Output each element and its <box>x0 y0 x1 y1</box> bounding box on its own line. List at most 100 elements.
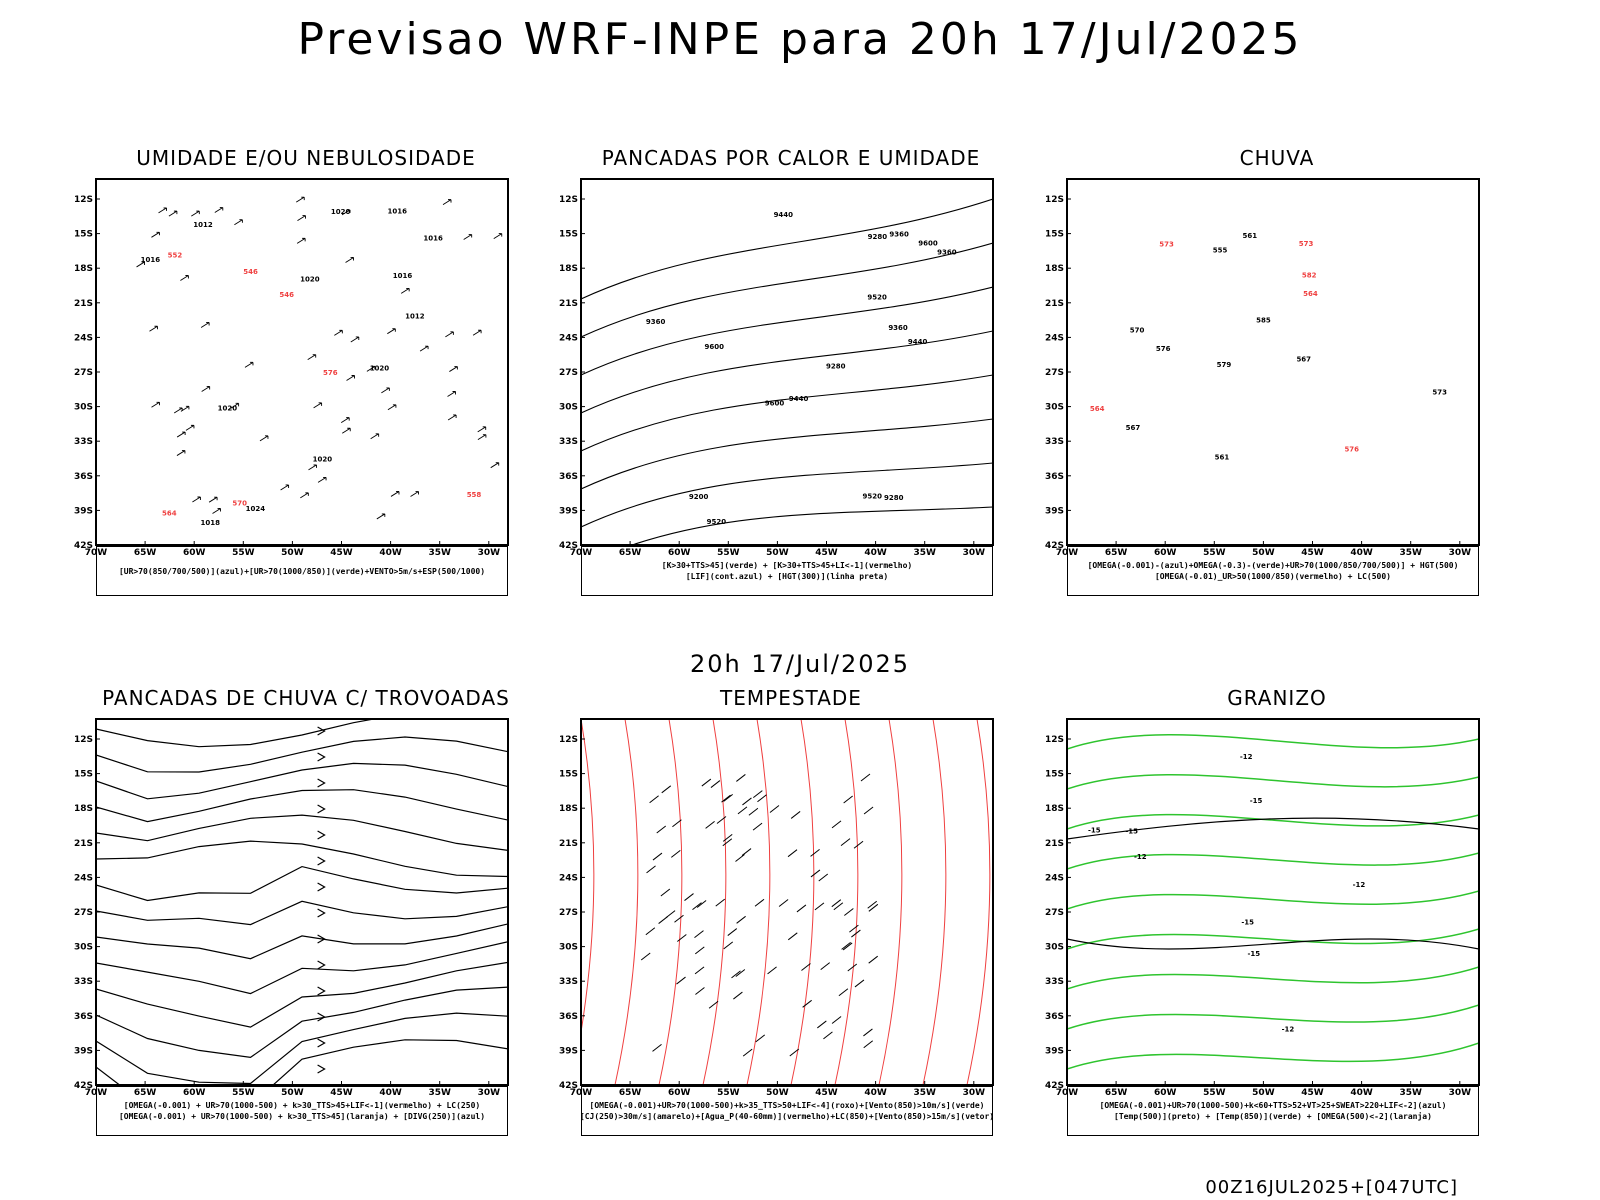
lat-tick-label: 36S <box>74 1012 93 1022</box>
lon-tick-label: 60W <box>668 1088 691 1098</box>
map-panel-5: TEMPESTADE 12S 15S 18S 21S 24S 27S 30S 33S 36S 39S… <box>551 686 1031 1156</box>
legend-line: [OMEGA(-0.001)+UR>70(1000-500)+k<60+TTS>… <box>1099 1101 1447 1110</box>
lon-tick-label: 50W <box>281 548 304 558</box>
contour-label: 9360 <box>937 249 957 257</box>
lat-tick-label: 21S <box>1045 839 1064 849</box>
lat-tick-label: 21S <box>1045 299 1064 309</box>
contour-label: 573 <box>1159 240 1174 248</box>
lat-tick-label: 42S <box>74 541 93 551</box>
lon-tick-label: 40W <box>379 548 402 558</box>
contour-label: 570 <box>232 500 247 508</box>
weather-map: -12 -15 -12 -15 -12 -15 -15 -12 -15 12S 15S 18S 21S 2… <box>1045 718 1480 1098</box>
contour-label: 552 <box>168 252 183 260</box>
lon-tick-label: 60W <box>668 548 691 558</box>
legend-line: [UR>70(850/700/500)](azul)+[UR>70(1000/8… <box>118 566 486 576</box>
contour-label: -12 <box>1353 881 1366 889</box>
lon-tick-label: 60W <box>1154 548 1177 558</box>
lat-tick-label: 15S <box>1045 770 1064 780</box>
lon-tick-label: 55W <box>1203 1088 1226 1098</box>
panel-legend: [OMEGA(-0.001)+UR>70(1000-500)+k>35_TTS>… <box>580 1086 994 1136</box>
legend-line: [K>30+TTS>45](verde) + [K>30+TTS>45+LI<-… <box>661 561 913 570</box>
main-title: Previsao WRF-INPE para 20h 17/Jul/2025 <box>297 14 1303 65</box>
lat-tick-label: 36S <box>559 1012 578 1022</box>
lat-tick-label: 18S <box>559 804 578 814</box>
lon-tick-label: 60W <box>1154 1088 1177 1098</box>
contour-label: 561 <box>1215 454 1230 462</box>
lon-tick-label: 35W <box>913 548 936 558</box>
lat-tick-label: 18S <box>74 804 93 814</box>
lon-tick-label: 45W <box>1301 1088 1324 1098</box>
contour-label: 1012 <box>193 221 213 229</box>
lon-tick-label: 45W <box>815 548 838 558</box>
contour-label: 564 <box>162 510 177 518</box>
panel-legend: [UR>70(850/700/500)](azul)+[UR>70(1000/8… <box>96 546 508 596</box>
contour-label: 1020 <box>300 275 320 283</box>
panel-legend: [OMEGA(-0.001)-(azul)+OMEGA(-0.3)-(verde… <box>1067 546 1479 596</box>
contour-label: 564 <box>1303 290 1318 298</box>
lat-tick-label: 21S <box>559 839 578 849</box>
lat-tick-label: 30S <box>74 403 93 413</box>
lat-tick-label: 12S <box>1045 195 1064 205</box>
lat-tick-label: 24S <box>74 333 93 343</box>
weather-map: 1016 1018 1020 1024 1016 1020 1016 1020 1016 1012… <box>74 178 509 558</box>
contour-label: 546 <box>243 268 258 276</box>
lat-tick-label: 12S <box>74 735 93 745</box>
lat-tick-label: 12S <box>74 195 93 205</box>
contour-label: 9200 <box>689 493 709 501</box>
contour-label: -15 <box>1247 950 1260 958</box>
lat-tick-label: 42S <box>1045 541 1064 551</box>
lon-tick-label: 45W <box>1301 548 1324 558</box>
contour-label: 546 <box>279 291 294 299</box>
contour-label: 585 <box>1256 317 1271 325</box>
contour-label: 9440 <box>774 211 794 219</box>
contour-label: 1012 <box>405 312 425 320</box>
contour-label: 9440 <box>789 395 809 403</box>
run-timestamp: 00Z16JUL2025+[047UTC] <box>1205 1177 1458 1198</box>
lat-tick-label: 39S <box>74 1046 93 1056</box>
contour-label: 9360 <box>889 230 909 238</box>
weather-map: 582 579 585 576 573 567 564 561 555 573 570 567 564 5… <box>1045 178 1480 558</box>
lon-tick-label: 30W <box>1449 548 1472 558</box>
lat-tick-label: 27S <box>559 908 578 918</box>
contour-label: 576 <box>1156 345 1171 353</box>
lon-tick-label: 40W <box>864 548 887 558</box>
lon-tick-label: 45W <box>330 548 353 558</box>
lat-tick-label: 27S <box>1045 368 1064 378</box>
lon-tick-label: 65W <box>134 1088 157 1098</box>
lat-tick-label: 18S <box>1045 804 1064 814</box>
contour-label: -15 <box>1241 919 1254 927</box>
contour-label: -12 <box>1282 1026 1295 1034</box>
contour-label: -15 <box>1125 827 1138 835</box>
lon-tick-label: 30W <box>1449 1088 1472 1098</box>
lat-tick-label: 39S <box>1045 1046 1064 1056</box>
lon-tick-label: 35W <box>1399 1088 1422 1098</box>
lat-tick-label: 21S <box>559 299 578 309</box>
lon-tick-label: 30W <box>963 1088 986 1098</box>
lon-tick-label: 60W <box>183 548 206 558</box>
contour-label: -15 <box>1250 797 1263 805</box>
lon-tick-label: 30W <box>478 1088 501 1098</box>
panel-title: PANCADAS DE CHUVA C/ TROVOADAS <box>102 686 510 710</box>
lat-tick-label: 39S <box>559 506 578 516</box>
panel-legend: [OMEGA(-0.001)+UR>70(1000-500)+k<60+TTS>… <box>1067 1086 1479 1136</box>
legend-line: [OMEGA(-0.001) + UR>70(1000-500) + k>30_… <box>118 1112 486 1121</box>
lat-tick-label: 36S <box>559 472 578 482</box>
lon-tick-label: 40W <box>1350 1088 1373 1098</box>
contour-label: -12 <box>1240 753 1253 761</box>
contour-label: 1020 <box>331 208 351 216</box>
lat-tick-label: 42S <box>559 1081 578 1091</box>
lat-tick-label: 39S <box>1045 506 1064 516</box>
lat-tick-label: 39S <box>559 1046 578 1056</box>
panel-title: GRANIZO <box>1227 686 1327 710</box>
panel-legend: [K>30+TTS>45](verde) + [K>30+TTS>45+LI<-… <box>581 546 993 596</box>
legend-line: [LIF](cont.azul) + [HGT(300)](linha pret… <box>685 572 889 581</box>
lat-tick-label: 36S <box>1045 1012 1064 1022</box>
lat-tick-label: 21S <box>74 839 93 849</box>
panel-legend: [OMEGA(-0.001) + UR>70(1000-500) + k>30_… <box>96 1086 508 1136</box>
lat-tick-label: 27S <box>74 908 93 918</box>
lon-tick-label: 65W <box>619 548 642 558</box>
lon-tick-label: 45W <box>330 1088 353 1098</box>
lon-tick-label: 65W <box>619 1088 642 1098</box>
